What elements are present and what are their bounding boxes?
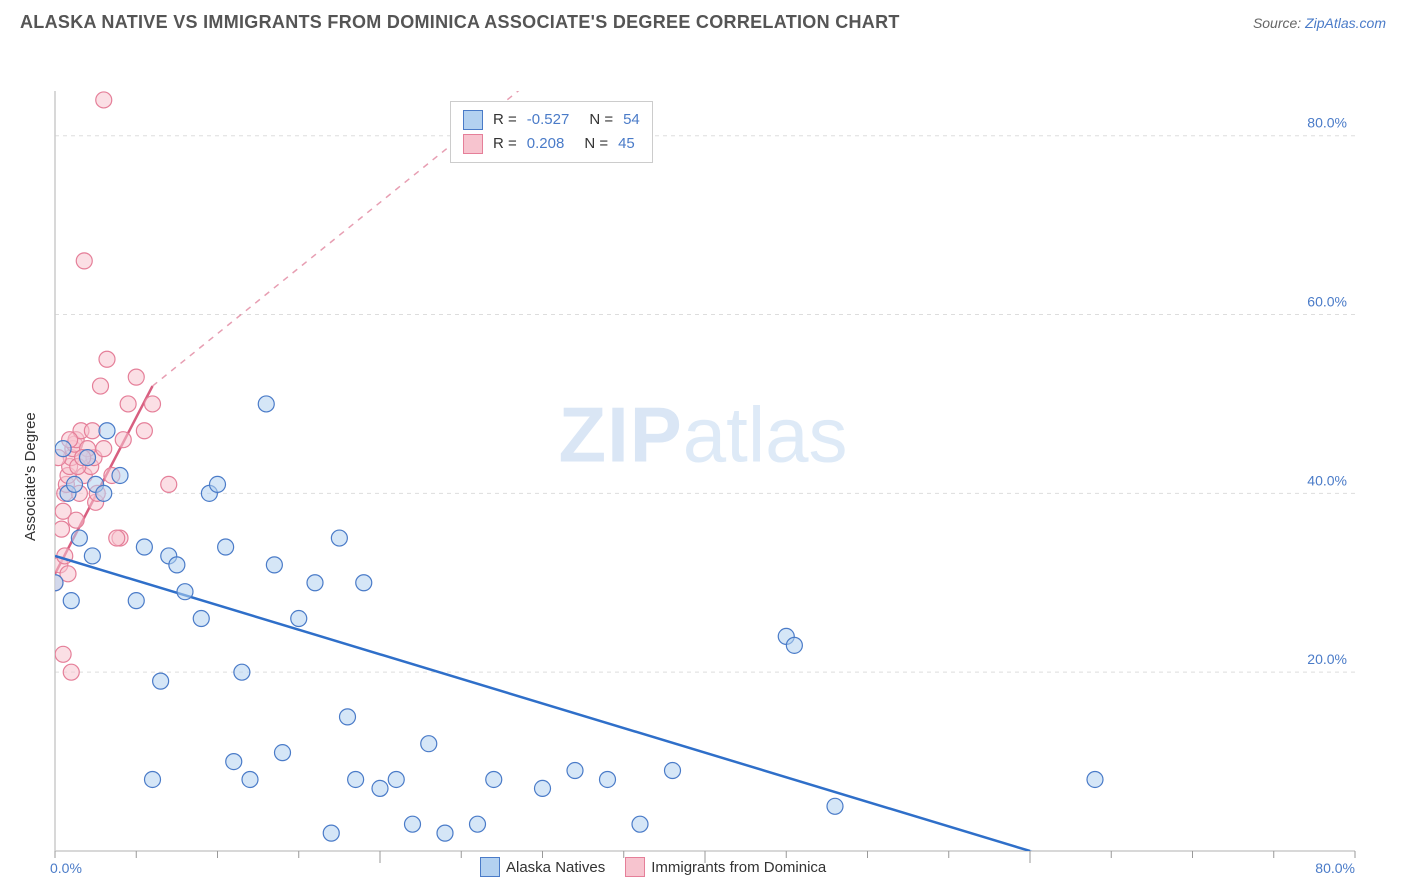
stats-row: R = -0.527 N = 54: [463, 108, 640, 132]
chart-source: Source: ZipAtlas.com: [1253, 15, 1386, 31]
legend-label: Alaska Natives: [506, 859, 605, 876]
legend-item: Immigrants from Dominica: [625, 857, 826, 877]
source-link[interactable]: ZipAtlas.com: [1305, 15, 1386, 31]
stats-legend-box: R =-0.527N =54R = 0.208N =45: [450, 101, 653, 163]
n-value: 54: [623, 108, 640, 132]
r-label: R =: [493, 132, 517, 156]
legend-swatch: [463, 110, 483, 130]
y-axis-title: Associate's Degree: [22, 412, 39, 541]
legend-label: Immigrants from Dominica: [651, 859, 826, 876]
svg-text:20.0%: 20.0%: [1307, 651, 1347, 667]
legend-swatch: [463, 134, 483, 154]
svg-text:40.0%: 40.0%: [1307, 472, 1347, 488]
legend-item: Alaska Natives: [480, 857, 605, 877]
n-value: 45: [618, 132, 635, 156]
chart-title: ALASKA NATIVE VS IMMIGRANTS FROM DOMINIC…: [20, 12, 900, 33]
n-label: N =: [589, 108, 613, 132]
svg-text:60.0%: 60.0%: [1307, 294, 1347, 310]
n-label: N =: [584, 132, 608, 156]
svg-text:80.0%: 80.0%: [1307, 115, 1347, 131]
r-value: 0.208: [527, 132, 565, 156]
svg-text:0.0%: 0.0%: [50, 860, 82, 876]
chart-area: 20.0%40.0%60.0%80.0%0.0%80.0% ZIPatlas A…: [0, 41, 1406, 861]
source-prefix: Source:: [1253, 15, 1305, 31]
header: ALASKA NATIVE VS IMMIGRANTS FROM DOMINIC…: [0, 0, 1406, 41]
legend-swatch: [480, 857, 500, 877]
r-label: R =: [493, 108, 517, 132]
r-value: -0.527: [527, 108, 570, 132]
stats-row: R = 0.208 N = 45: [463, 132, 640, 156]
svg-text:80.0%: 80.0%: [1315, 860, 1355, 876]
scatter-chart: 20.0% 40.0% 60.0% 80.0% 0.0% 80.0%: [0, 41, 1406, 881]
legend-swatch: [625, 857, 645, 877]
bottom-legend: Alaska Natives Immigrants from Dominica: [480, 857, 826, 877]
